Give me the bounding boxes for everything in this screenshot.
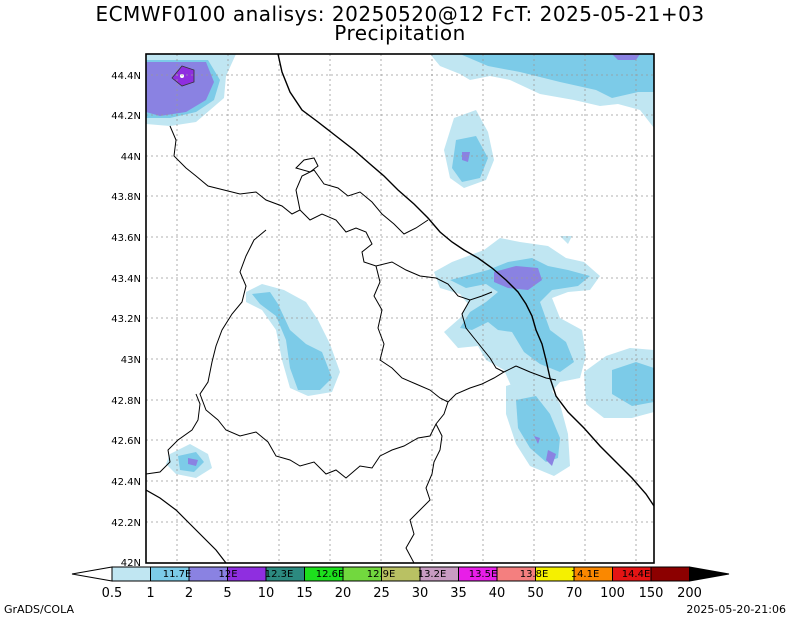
- region-boundary: [515, 365, 557, 381]
- colorbar-level: 150: [639, 586, 664, 601]
- map-title: ECMWF0100 analisys: 20250520@12 FcT: 202…: [95, 2, 705, 26]
- lon-label: 14.4E: [622, 569, 651, 580]
- lat-label: 44.4N: [111, 71, 141, 82]
- lon-label: 14.1E: [571, 569, 600, 580]
- lat-label: 42.4N: [111, 477, 141, 488]
- lat-label: 42.2N: [111, 518, 141, 529]
- lat-label: 43.8N: [111, 192, 141, 203]
- colorbar-level: 10: [258, 586, 275, 601]
- lon-label: 11.7E: [163, 569, 192, 580]
- colorbar-level: 70: [566, 586, 583, 601]
- lon-label: 12.3E: [265, 569, 294, 580]
- colorbar-box: [650, 566, 690, 582]
- lon-label: 13.5E: [469, 569, 498, 580]
- footer-credit: GrADS/COLA: [4, 603, 74, 616]
- colorbar-level: 15: [296, 586, 313, 601]
- lat-label: 43.4N: [111, 274, 141, 285]
- colorbar-box: [111, 566, 151, 582]
- map-subtitle: Precipitation: [334, 21, 466, 45]
- region-boundary: [461, 299, 505, 373]
- lat-label: 43N: [121, 355, 141, 366]
- region-boundary: [405, 423, 443, 563]
- colorbar-level: 100: [600, 586, 625, 601]
- colorbar-level: 35: [450, 586, 467, 601]
- lon-label: 13.2E: [418, 569, 447, 580]
- colorbar: [71, 566, 730, 582]
- colorbar-high-arrow: [689, 566, 730, 582]
- lat-label: 42.6N: [111, 436, 141, 447]
- lat-label: 44.2N: [111, 111, 141, 122]
- lat-label: 42.8N: [111, 396, 141, 407]
- coastline: [277, 54, 654, 507]
- colorbar-level: 200: [677, 586, 702, 601]
- colorbar-level: 2: [185, 586, 193, 601]
- colorbar-level: 20: [335, 586, 352, 601]
- map-grid: [146, 54, 654, 563]
- colorbar-low-arrow: [71, 566, 113, 582]
- footer-timestamp: 2025-05-20-21:06: [686, 603, 786, 616]
- coastline-west: [146, 489, 227, 563]
- region-boundary: [169, 125, 429, 235]
- precipitation-field: [146, 54, 654, 478]
- lat-label: 43.2N: [111, 314, 141, 325]
- lon-label: 12.6E: [316, 569, 345, 580]
- colorbar-level: 5: [223, 586, 231, 601]
- colorbar-level: 30: [412, 586, 429, 601]
- lat-label: 43.6N: [111, 233, 141, 244]
- map-frame: [145, 53, 655, 564]
- region-boundary: [199, 229, 517, 479]
- lon-label: 13.8E: [520, 569, 549, 580]
- lon-label: 12E: [218, 569, 237, 580]
- region-boundary: [373, 265, 449, 403]
- region-boundary: [295, 157, 319, 173]
- region-boundary: [146, 393, 201, 475]
- lat-label: 44N: [121, 152, 141, 163]
- colorbar-level: 1: [146, 586, 154, 601]
- colorbar-level: 40: [489, 586, 506, 601]
- region-boundary: [299, 209, 493, 301]
- lon-label: 12.9E: [367, 569, 396, 580]
- colorbar-level: 25: [373, 586, 390, 601]
- colorbar-level: 0.5: [102, 586, 123, 601]
- colorbar-level: 50: [527, 586, 544, 601]
- lat-label: 42N: [121, 558, 141, 569]
